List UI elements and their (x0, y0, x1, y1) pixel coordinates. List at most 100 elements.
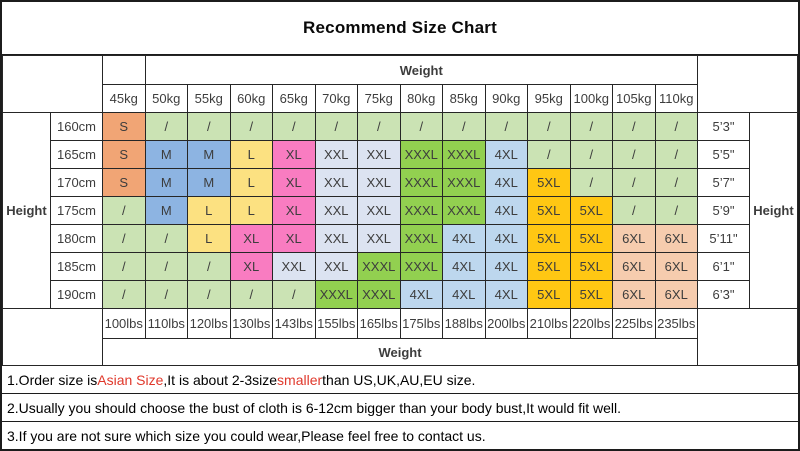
empty-cell (102, 55, 146, 85)
size-cell: XXXL (442, 196, 486, 225)
size-cell-na: / (654, 196, 698, 225)
height-cm-cell: 165cm (50, 140, 103, 169)
size-cell: XL (272, 168, 316, 197)
size-cell-na: / (569, 112, 613, 141)
note-segment: 1.Order size is (7, 371, 98, 388)
size-cell: XXL (357, 224, 401, 253)
size-cell-na: / (399, 112, 443, 141)
size-cell-na: / (527, 140, 571, 169)
height-cm-cell: 175cm (50, 196, 103, 225)
size-cell: XXXL (314, 280, 358, 309)
size-cell: 4XL (484, 280, 528, 309)
size-cell: 6XL (654, 224, 698, 253)
height-ft-cell: 5’9" (697, 196, 750, 225)
size-cell-na: / (569, 140, 613, 169)
size-cell: XXXL (399, 224, 443, 253)
size-cell: XL (272, 140, 316, 169)
table-row: 185cm / / / XL XXL XXL XXXL XXXL 4XL 4XL 5XL 5XL 6XL 6… (3, 252, 798, 281)
lbs-header-cell: 235lbs (654, 308, 698, 339)
note-segment: than US,UK,AU,EU size. (322, 371, 476, 388)
height-ft-cell: 5’11" (697, 224, 750, 253)
kg-header-cell: 50kg (144, 84, 188, 113)
size-cell-na: / (187, 112, 231, 141)
lbs-header-cell: 225lbs (612, 308, 656, 339)
size-cell-na: / (654, 140, 698, 169)
note-line: 2.Usually you should choose the bust of … (2, 393, 798, 421)
size-cell-na: / (102, 280, 146, 309)
lbs-header-cell: 155lbs (314, 308, 358, 339)
size-cell-na: / (612, 196, 656, 225)
size-cell: M (144, 196, 188, 225)
size-cell: XXL (314, 196, 358, 225)
lbs-header-cell: 110lbs (144, 308, 188, 339)
size-cell: 5XL (569, 224, 613, 253)
kg-header-cell: 80kg (399, 84, 443, 113)
kg-header-cell: 75kg (357, 84, 401, 113)
table-row: 170cm S M M L XL XXL XXL XXXL XXXL 4XL 5XL / //5’7" (3, 168, 798, 197)
top-right-empty-cell (697, 55, 798, 113)
note-segment: ,It is about 2-3size (163, 371, 278, 388)
size-cell: 5XL (527, 224, 571, 253)
size-cell-na: / (612, 140, 656, 169)
note-line: 1.Order size is Asian Size ,It is about 2… (2, 366, 798, 393)
lbs-header-cell: 120lbs (187, 308, 231, 339)
size-cell: XL (229, 224, 273, 253)
size-cell: M (144, 168, 188, 197)
size-cell: XXL (314, 252, 358, 281)
size-cell: XXL (357, 140, 401, 169)
size-cell: XXL (357, 196, 401, 225)
size-cell-na: / (612, 112, 656, 141)
size-cell: XXXL (399, 196, 443, 225)
kg-header-cell: 95kg (527, 84, 571, 113)
size-cell-na: / (527, 112, 571, 141)
size-cell: 4XL (484, 140, 528, 169)
lbs-header-cell: 100lbs (102, 308, 146, 339)
size-cell: L (229, 196, 273, 225)
kg-header-cell: 100kg (569, 84, 613, 113)
size-cell-na: / (144, 280, 188, 309)
size-cell: XXXL (399, 140, 443, 169)
size-cell-na: / (144, 112, 188, 141)
size-cell-na: / (144, 224, 188, 253)
table-row: 190cm / / / / / XXXL XXXL 4XL 4XL 4XL 5XL 5XL 6XL 6XL 6… (3, 280, 798, 309)
size-cell: 6XL (612, 280, 656, 309)
kg-header-cell: 70kg (314, 84, 358, 113)
size-cell-na: / (102, 196, 146, 225)
size-cell: 6XL (654, 252, 698, 281)
table-row: Height 160cm S / / / / / / / / / / / //5’3" Height (2, 112, 798, 309)
height-ft-cell: 5’3" (697, 112, 750, 141)
height-cm-cell: 180cm (50, 224, 103, 253)
size-cell: L (229, 168, 273, 197)
size-cell-na: / (442, 112, 486, 141)
table-row: 165cm S M M L XL XXL XXL XXXL XXXL 4XL / / //5’5" (3, 140, 798, 169)
height-cm-cell: 185cm (50, 252, 103, 281)
table-row: Weight (3, 338, 798, 366)
kg-header-cell: 65kg (272, 84, 316, 113)
size-cell: XXXL (399, 168, 443, 197)
size-cell: 4XL (442, 280, 486, 309)
lbs-header-cell: 130lbs (229, 308, 273, 339)
size-cell: L (229, 140, 273, 169)
lbs-header-cell: 143lbs (272, 308, 316, 339)
note-segment: Asian Size (97, 371, 164, 388)
size-cell: S (102, 168, 146, 197)
size-cell-na: / (187, 252, 231, 281)
size-chart-body: Weight 45kg 50kg 55kg 60kg 65kg 70kg 75kg 80kg 85… (2, 55, 798, 366)
kg-header-cell: 85kg (442, 84, 486, 113)
size-cell: 5XL (527, 196, 571, 225)
size-cell: 4XL (484, 252, 528, 281)
size-cell: M (144, 140, 188, 169)
height-cm-cell: 190cm (50, 280, 103, 309)
weight-bottom-header: Weight (102, 338, 698, 366)
height-ft-cell: 5’7" (697, 168, 750, 197)
size-cell: 5XL (569, 252, 613, 281)
size-cell-na: / (357, 112, 401, 141)
note-segment: 3.If you are not sure which size you cou… (7, 427, 486, 444)
size-cell-na: / (654, 112, 698, 141)
lbs-header-cell: 210lbs (527, 308, 571, 339)
lbs-header-cell: 175lbs (399, 308, 443, 339)
size-cell: 5XL (569, 196, 613, 225)
size-cell: XXL (314, 168, 358, 197)
size-cell-na: / (229, 112, 273, 141)
size-chart-table: Weight 45kg 50kg 55kg 60kg 65kg 70kg 75kg 80kg 85… (2, 55, 798, 366)
